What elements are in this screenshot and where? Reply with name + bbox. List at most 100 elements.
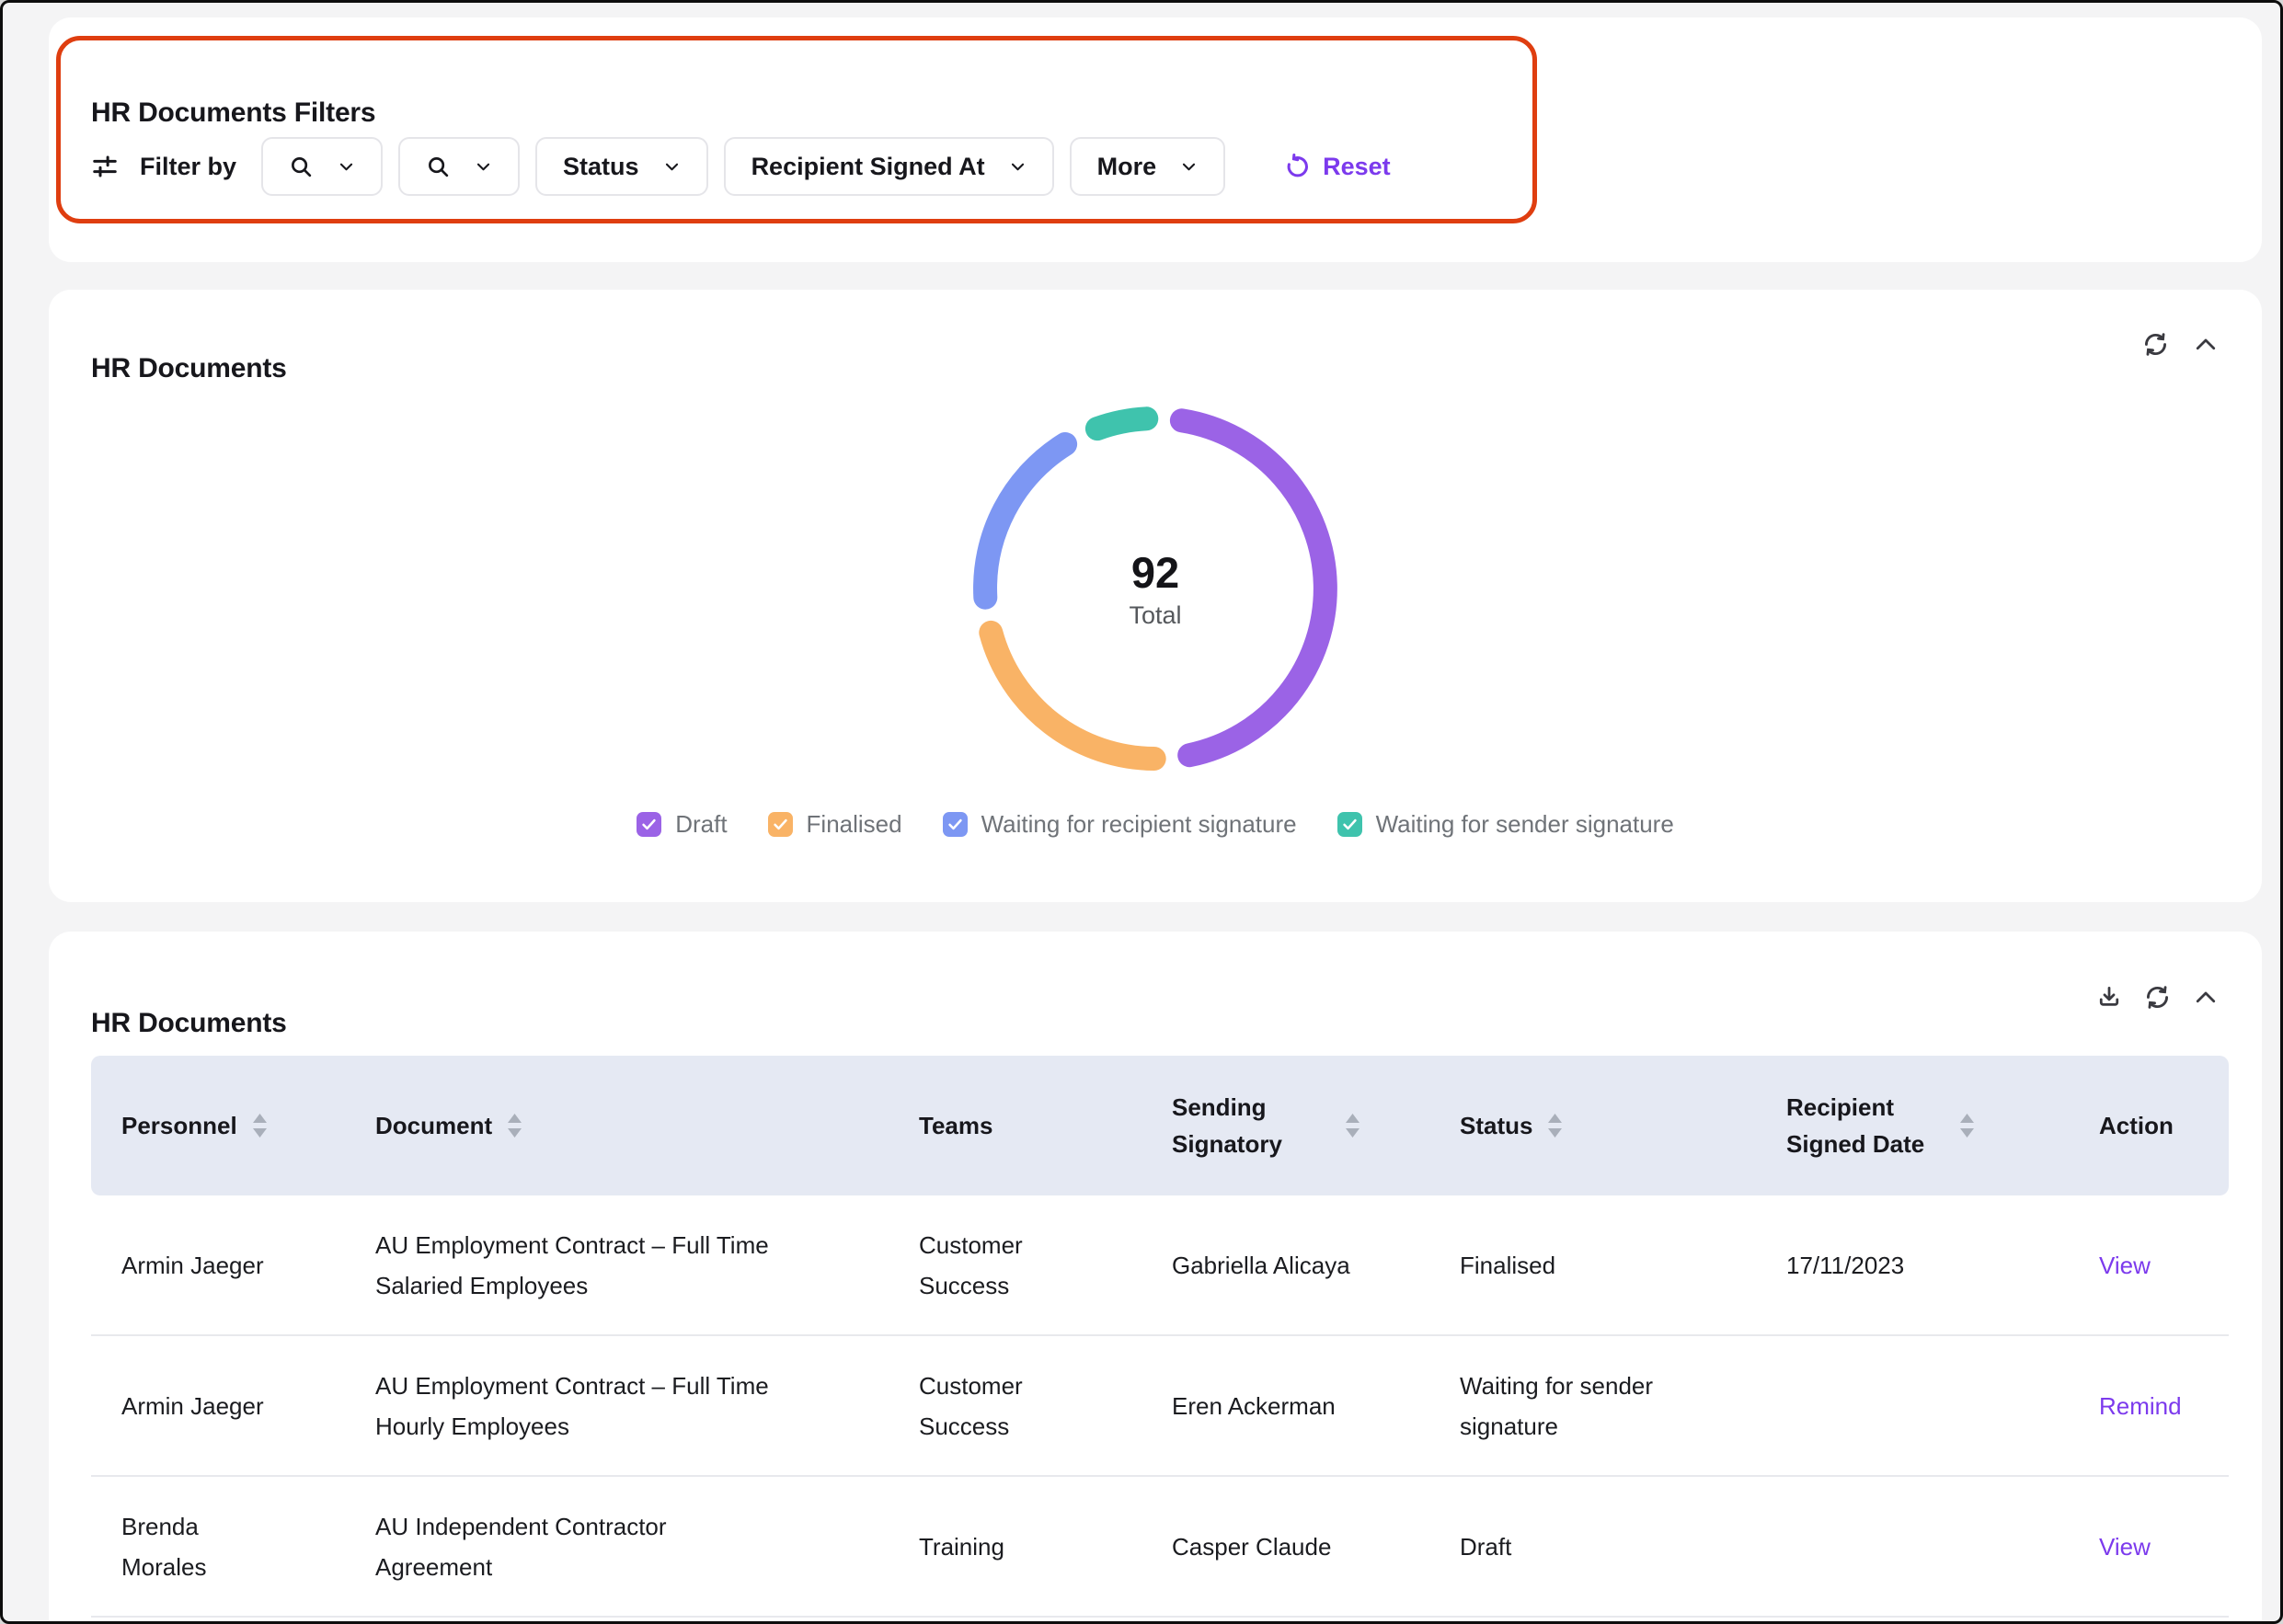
- donut-segment-draft[interactable]: [1182, 420, 1325, 755]
- search-icon: [426, 154, 451, 179]
- filter-row: Filter by StatusRecipient Signed AtMore …: [91, 137, 1391, 196]
- view-link[interactable]: View: [2099, 1533, 2151, 1561]
- table-card: HR Documents: [49, 932, 2262, 1624]
- chevron-down-icon: [1180, 158, 1198, 176]
- legend-label: Finalised: [807, 810, 902, 839]
- chevron-down-icon: [475, 158, 492, 176]
- dropdown-label: Status: [563, 153, 639, 181]
- column-label: Status: [1460, 1107, 1532, 1144]
- sort-icon: [1345, 1113, 1360, 1138]
- chevron-down-icon: [1009, 158, 1027, 176]
- reset-button[interactable]: Reset: [1283, 153, 1391, 181]
- cell-personnel: Armin Jaeger: [91, 1245, 345, 1286]
- cell-recipient-signed-date: 17/11/2023: [1756, 1245, 2069, 1286]
- column-label: Sending Signatory: [1172, 1089, 1330, 1162]
- view-link[interactable]: View: [2099, 1252, 2151, 1279]
- dropdown-label: More: [1097, 153, 1157, 181]
- table-row: BrendaMoralesAU Independent ContractorAg…: [91, 1477, 2229, 1618]
- cell-document: AU Employment Contract – Full TimeSalari…: [345, 1225, 889, 1306]
- column-header-sending-signatory[interactable]: Sending Signatory: [1142, 1089, 1429, 1162]
- refresh-icon[interactable]: [2141, 330, 2170, 359]
- cell-teams: CustomerSuccess: [889, 1366, 1142, 1447]
- sort-icon: [1959, 1113, 1975, 1138]
- filter-document-search-dropdown[interactable]: [398, 137, 520, 196]
- filter-by-label: Filter by: [140, 153, 236, 181]
- hr-documents-table: Personnel Document Teams Sending Signatory S…: [91, 1056, 2229, 1618]
- chevron-down-icon: [663, 158, 681, 176]
- search-icon: [289, 154, 314, 179]
- table-row: Armin JaegerAU Employment Contract – Ful…: [91, 1195, 2229, 1336]
- legend-label: Waiting for sender signature: [1376, 810, 1674, 839]
- donut-segment-waiting-for-recipient-signature[interactable]: [985, 444, 1065, 598]
- table-row: Armin JaegerAU Employment Contract – Ful…: [91, 1336, 2229, 1477]
- legend-label: Waiting for recipient signature: [981, 810, 1297, 839]
- table-card-title: HR Documents: [91, 1008, 287, 1039]
- column-label: Teams: [919, 1107, 992, 1144]
- chart-card: HR Documents 92 Total: [49, 290, 2262, 902]
- check-icon: [640, 816, 658, 833]
- filters-card: HR Documents Filters Filter by Status Rec…: [49, 17, 2262, 262]
- legend-checkbox-waiting-for-recipient-signature[interactable]: [943, 812, 968, 837]
- legend-item-waiting-for-recipient-signature: Waiting for recipient signature: [943, 810, 1297, 839]
- screenshot-frame: HR Documents Filters Filter by Status Rec…: [0, 0, 2283, 1624]
- cell-action: View: [2069, 1245, 2229, 1286]
- collapse-icon[interactable]: [2192, 984, 2220, 1012]
- column-label: Personnel: [121, 1107, 237, 1144]
- filter-status-dropdown[interactable]: Status: [535, 137, 708, 196]
- legend-checkbox-waiting-for-sender-signature[interactable]: [1337, 812, 1362, 837]
- filter-dropdowns: Status Recipient Signed At More: [261, 137, 1225, 196]
- cell-action: View: [2069, 1527, 2229, 1567]
- sort-icon: [252, 1113, 268, 1138]
- cell-status: Waiting for sendersignature: [1429, 1366, 1756, 1447]
- legend-checkbox-finalised[interactable]: [768, 812, 793, 837]
- donut-chart: 92 Total: [958, 391, 1353, 786]
- download-icon[interactable]: [2095, 984, 2123, 1012]
- table-body: Armin JaegerAU Employment Contract – Ful…: [91, 1195, 2229, 1618]
- legend-checkbox-draft[interactable]: [637, 812, 661, 837]
- column-label: Recipient Signed Date: [1786, 1089, 1945, 1162]
- check-icon: [1341, 816, 1359, 833]
- cell-status: Draft: [1429, 1527, 1756, 1567]
- sort-icon: [507, 1113, 522, 1138]
- reset-icon: [1283, 154, 1310, 180]
- cell-status: Finalised: [1429, 1245, 1756, 1286]
- filter-sliders-icon: [91, 153, 119, 180]
- reset-label: Reset: [1323, 153, 1391, 181]
- cell-teams: CustomerSuccess: [889, 1225, 1142, 1306]
- filter-more-dropdown[interactable]: More: [1070, 137, 1226, 196]
- legend-item-finalised: Finalised: [768, 810, 902, 839]
- chart-card-title: HR Documents: [91, 353, 287, 384]
- column-header-action: Action: [2069, 1107, 2229, 1144]
- cell-action: Remind: [2069, 1386, 2229, 1426]
- column-header-status[interactable]: Status: [1429, 1107, 1756, 1144]
- dropdown-label: Recipient Signed At: [751, 153, 985, 181]
- column-header-recipient-signed-date[interactable]: Recipient Signed Date: [1756, 1089, 2069, 1162]
- cell-document: AU Employment Contract – Full TimeHourly…: [345, 1366, 889, 1447]
- cell-sending-signatory: Eren Ackerman: [1142, 1386, 1429, 1426]
- column-header-document[interactable]: Document: [345, 1107, 889, 1144]
- column-header-personnel[interactable]: Personnel: [91, 1107, 345, 1144]
- table-header-row: Personnel Document Teams Sending Signatory S…: [91, 1056, 2229, 1195]
- legend-item-waiting-for-sender-signature: Waiting for sender signature: [1337, 810, 1674, 839]
- cell-teams: Training: [889, 1527, 1142, 1567]
- chart-card-toolbar: [2141, 330, 2220, 359]
- remind-link[interactable]: Remind: [2099, 1392, 2182, 1420]
- cell-sending-signatory: Gabriella Alicaya: [1142, 1245, 1429, 1286]
- table-card-toolbar: [2095, 983, 2220, 1012]
- chart-legend: Draft Finalised Waiting for recipient sign…: [49, 810, 2262, 839]
- column-label: Action: [2099, 1107, 2174, 1144]
- collapse-icon[interactable]: [2192, 331, 2220, 359]
- refresh-icon[interactable]: [2143, 983, 2172, 1012]
- cell-document: AU Independent ContractorAgreement: [345, 1506, 889, 1587]
- column-label: Document: [375, 1107, 492, 1144]
- filters-card-title: HR Documents Filters: [91, 97, 375, 129]
- donut-segment-finalised[interactable]: [991, 633, 1153, 759]
- cell-sending-signatory: Casper Claude: [1142, 1527, 1429, 1567]
- cell-personnel: Armin Jaeger: [91, 1386, 345, 1426]
- filter-personnel-search-dropdown[interactable]: [261, 137, 383, 196]
- donut-segment-waiting-for-sender-signature[interactable]: [1097, 418, 1146, 429]
- column-header-teams: Teams: [889, 1107, 1142, 1144]
- filter-recipient-signed-at-dropdown[interactable]: Recipient Signed At: [724, 137, 1054, 196]
- sort-icon: [1547, 1113, 1563, 1138]
- legend-item-draft: Draft: [637, 810, 727, 839]
